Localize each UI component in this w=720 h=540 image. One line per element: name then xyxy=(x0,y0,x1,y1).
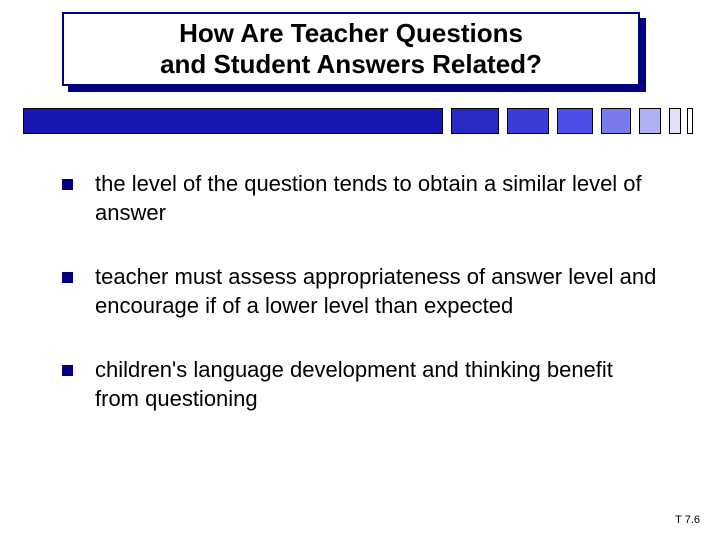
decorative-bar xyxy=(23,108,693,134)
deco-segment-7 xyxy=(687,108,693,134)
title-box: How Are Teacher Questions and Student An… xyxy=(62,12,640,86)
deco-segment-3 xyxy=(557,108,593,134)
deco-segment-1 xyxy=(451,108,499,134)
deco-segment-0 xyxy=(23,108,443,134)
list-item: the level of the question tends to obtai… xyxy=(62,170,662,227)
title-line-2: and Student Answers Related? xyxy=(160,49,542,79)
bullet-list: the level of the question tends to obtai… xyxy=(62,170,662,450)
bullet-text: children's language development and thin… xyxy=(95,356,662,413)
deco-segment-6 xyxy=(669,108,681,134)
deco-segment-4 xyxy=(601,108,631,134)
deco-segment-5 xyxy=(639,108,661,134)
slide-title: How Are Teacher Questions and Student An… xyxy=(160,18,542,80)
list-item: children's language development and thin… xyxy=(62,356,662,413)
bullet-text: teacher must assess appropriateness of a… xyxy=(95,263,662,320)
title-line-1: How Are Teacher Questions xyxy=(179,18,523,48)
bullet-square-icon xyxy=(62,179,73,190)
bullet-square-icon xyxy=(62,365,73,376)
deco-segment-2 xyxy=(507,108,549,134)
bullet-text: the level of the question tends to obtai… xyxy=(95,170,662,227)
slide-footer: T 7.6 xyxy=(675,514,700,526)
list-item: teacher must assess appropriateness of a… xyxy=(62,263,662,320)
bullet-square-icon xyxy=(62,272,73,283)
